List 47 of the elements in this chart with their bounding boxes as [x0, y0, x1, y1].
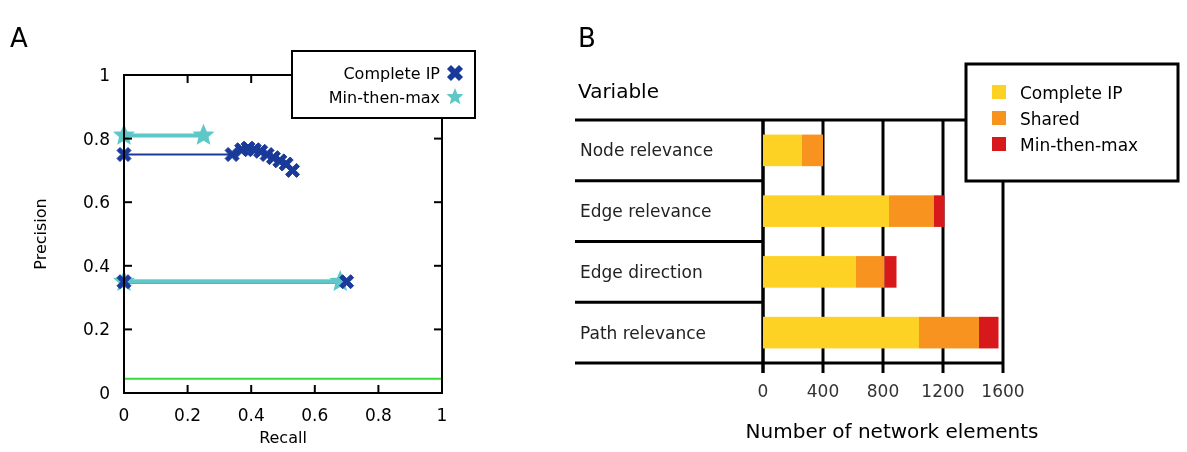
bar	[979, 316, 999, 349]
legend-label: Min-then-max	[1020, 135, 1139, 155]
y-tick-label: 0.2	[82, 319, 110, 340]
bar	[802, 134, 823, 167]
x-tick-label: 1600	[981, 381, 1025, 401]
point	[285, 162, 301, 178]
bar	[763, 134, 802, 167]
x-tick-label: 0.8	[364, 405, 392, 425]
y-tick-label: Edge direction	[580, 261, 703, 282]
bar	[763, 256, 856, 288]
x-tick-label: 1	[436, 405, 448, 425]
x-axis-title: Recall	[259, 428, 307, 447]
x-tick-label: 800	[866, 381, 900, 401]
y-tick-label: Edge relevance	[580, 201, 712, 222]
bar	[919, 316, 979, 349]
chart-title: A	[10, 23, 28, 53]
legend-label: Complete IP	[343, 64, 441, 83]
bar	[763, 195, 889, 227]
chart-title: B	[578, 23, 596, 53]
bar	[763, 316, 919, 349]
x-tick-label: 0	[757, 381, 769, 401]
bar	[934, 195, 945, 227]
y-tick-label: 0.6	[82, 192, 110, 213]
point	[193, 124, 214, 145]
legend-label: Shared	[1020, 109, 1080, 129]
y-tick-label: 0.8	[82, 128, 110, 149]
bar	[856, 256, 885, 288]
point	[116, 147, 132, 162]
x-tick-label: 400	[806, 381, 840, 401]
y-tick-label: Node relevance	[580, 140, 714, 161]
legend-label: Min-then-max	[328, 88, 440, 107]
x-axis-title: Number of network elements	[745, 419, 1039, 443]
y-tick-label: 1	[99, 65, 110, 85]
x-tick-label: 0.6	[301, 405, 329, 425]
legend-label: Complete IP	[1020, 83, 1123, 103]
y-axis-title: Precision	[31, 198, 50, 270]
y-tick-label: 0.4	[82, 255, 110, 276]
y-tick-label: Path relevance	[580, 322, 707, 343]
x-tick-label: 0.2	[174, 405, 202, 425]
bar	[884, 256, 897, 288]
point	[339, 274, 355, 290]
x-tick-label: 1200	[921, 381, 965, 401]
x-tick-label: 0	[118, 405, 130, 425]
y-axis-title: Variable	[578, 79, 659, 103]
point	[224, 147, 240, 162]
bar	[889, 195, 934, 227]
x-tick-label: 0.4	[237, 405, 265, 425]
